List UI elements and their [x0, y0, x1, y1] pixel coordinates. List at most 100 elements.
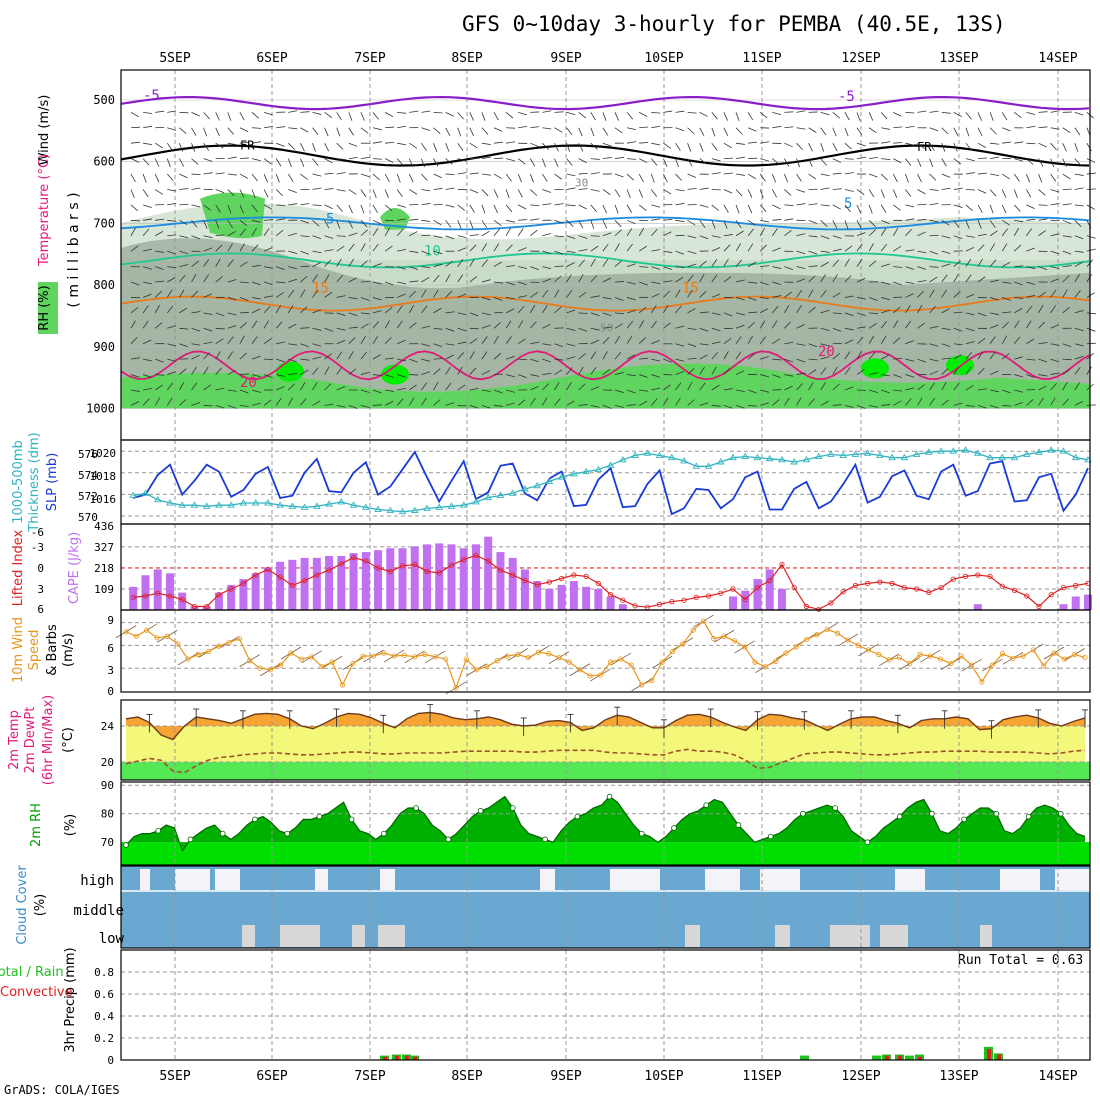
thickness-point — [974, 449, 982, 456]
wind-barb — [1074, 310, 1084, 314]
wind-barb — [905, 358, 915, 362]
wind-barb — [542, 383, 549, 391]
wind-barb — [929, 382, 936, 391]
wind-barb — [711, 293, 721, 298]
pressure-tick-label: 700 — [93, 216, 115, 230]
wind-barb — [372, 173, 381, 181]
wind-barb — [1014, 244, 1022, 252]
wind-barb — [917, 280, 927, 283]
wind-barb — [481, 405, 491, 409]
wind-barb — [856, 232, 866, 237]
wind-barb — [917, 358, 927, 363]
wind-barb — [808, 127, 817, 133]
wind-barb — [602, 351, 608, 360]
wind-barb — [433, 343, 443, 348]
wind-barb — [856, 297, 866, 300]
wind-barb — [275, 173, 280, 183]
rh2m-area — [126, 796, 1085, 851]
precip-conv-bar — [413, 1056, 417, 1060]
wind-barb — [312, 274, 318, 283]
wind-barb — [602, 326, 612, 329]
thickness-point — [741, 452, 750, 460]
wind-barb — [868, 335, 875, 344]
wind-barb — [251, 127, 262, 129]
wind-barb — [965, 127, 970, 137]
wind-barb — [881, 309, 890, 314]
cape-bar — [386, 548, 395, 610]
wind-barb — [505, 204, 513, 213]
wind-barb — [820, 204, 830, 207]
wind-barb — [953, 366, 959, 375]
wind10m-point — [752, 659, 758, 665]
cape-bar — [545, 588, 554, 610]
wind-barb — [518, 247, 527, 252]
wind10m-point — [1010, 655, 1016, 661]
precip-conv-bar — [918, 1056, 922, 1060]
wind-barb — [760, 265, 770, 267]
wind-barb — [1038, 374, 1048, 377]
wind-barb — [384, 204, 393, 211]
wind-barb — [1074, 367, 1081, 375]
run-total: Run Total = 0.63 — [958, 953, 1084, 968]
label-wind10m-2: Speed — [27, 630, 42, 671]
wind-barb — [638, 204, 647, 211]
wind-barb — [372, 127, 382, 131]
wind-barb — [481, 156, 491, 160]
wind10m-point — [205, 648, 212, 655]
wind-barb — [663, 290, 670, 298]
wind-barb — [445, 158, 453, 165]
wind-barb — [820, 261, 829, 267]
wind-barb — [324, 274, 330, 283]
wind-barb — [397, 111, 407, 114]
wind-barb — [469, 244, 477, 252]
wind-barb — [360, 280, 370, 283]
wind-barb — [142, 266, 152, 270]
wind-barb — [820, 127, 827, 136]
wind-barb — [179, 127, 187, 134]
wind-barb — [687, 250, 697, 254]
date-label-top: 14SEP — [1038, 51, 1077, 66]
wind-barb — [179, 188, 189, 190]
wind-barb — [312, 327, 322, 331]
wind-barb — [1086, 327, 1096, 332]
wind-barb — [433, 111, 443, 114]
lifted-index-tick: 3 — [37, 583, 44, 596]
lifted-index-point — [1073, 582, 1079, 589]
wind-barb — [626, 297, 636, 301]
wind-barb — [1026, 338, 1035, 345]
wind-barb — [1014, 204, 1021, 212]
wind-barb — [421, 110, 431, 113]
wind-barb — [989, 297, 999, 301]
wind-barb — [360, 173, 370, 178]
wind-barb — [651, 387, 661, 391]
wind-barb — [469, 387, 479, 391]
wind-barb — [711, 384, 720, 391]
wind-barb — [965, 405, 975, 407]
wind-barb — [747, 389, 757, 394]
wind-barb — [723, 338, 732, 345]
wind-barb — [336, 275, 343, 283]
wind-barb — [868, 127, 877, 134]
thickness-point — [386, 506, 395, 514]
wind-barb — [844, 312, 854, 317]
wind-barb — [590, 295, 600, 298]
wind-barb — [179, 399, 187, 406]
date-label-top: 7SEP — [354, 51, 385, 66]
wind10m-point — [773, 658, 779, 664]
wind-barb — [699, 220, 706, 228]
wind-barb — [203, 274, 209, 283]
wind-barb — [881, 354, 890, 360]
thickness-point — [1035, 448, 1043, 455]
wind-barb — [651, 204, 661, 208]
wind-barb — [348, 232, 358, 237]
wind-barb — [578, 112, 587, 119]
wind-barb — [300, 173, 308, 180]
wind-barb — [288, 383, 295, 391]
wind-barb — [505, 355, 515, 360]
lifted-index-point — [265, 566, 271, 573]
wind-barb — [203, 352, 210, 360]
wind10m-point — [566, 659, 573, 665]
wind-barb — [989, 324, 999, 329]
wind-barb — [748, 311, 758, 314]
wind-barb — [324, 366, 330, 375]
